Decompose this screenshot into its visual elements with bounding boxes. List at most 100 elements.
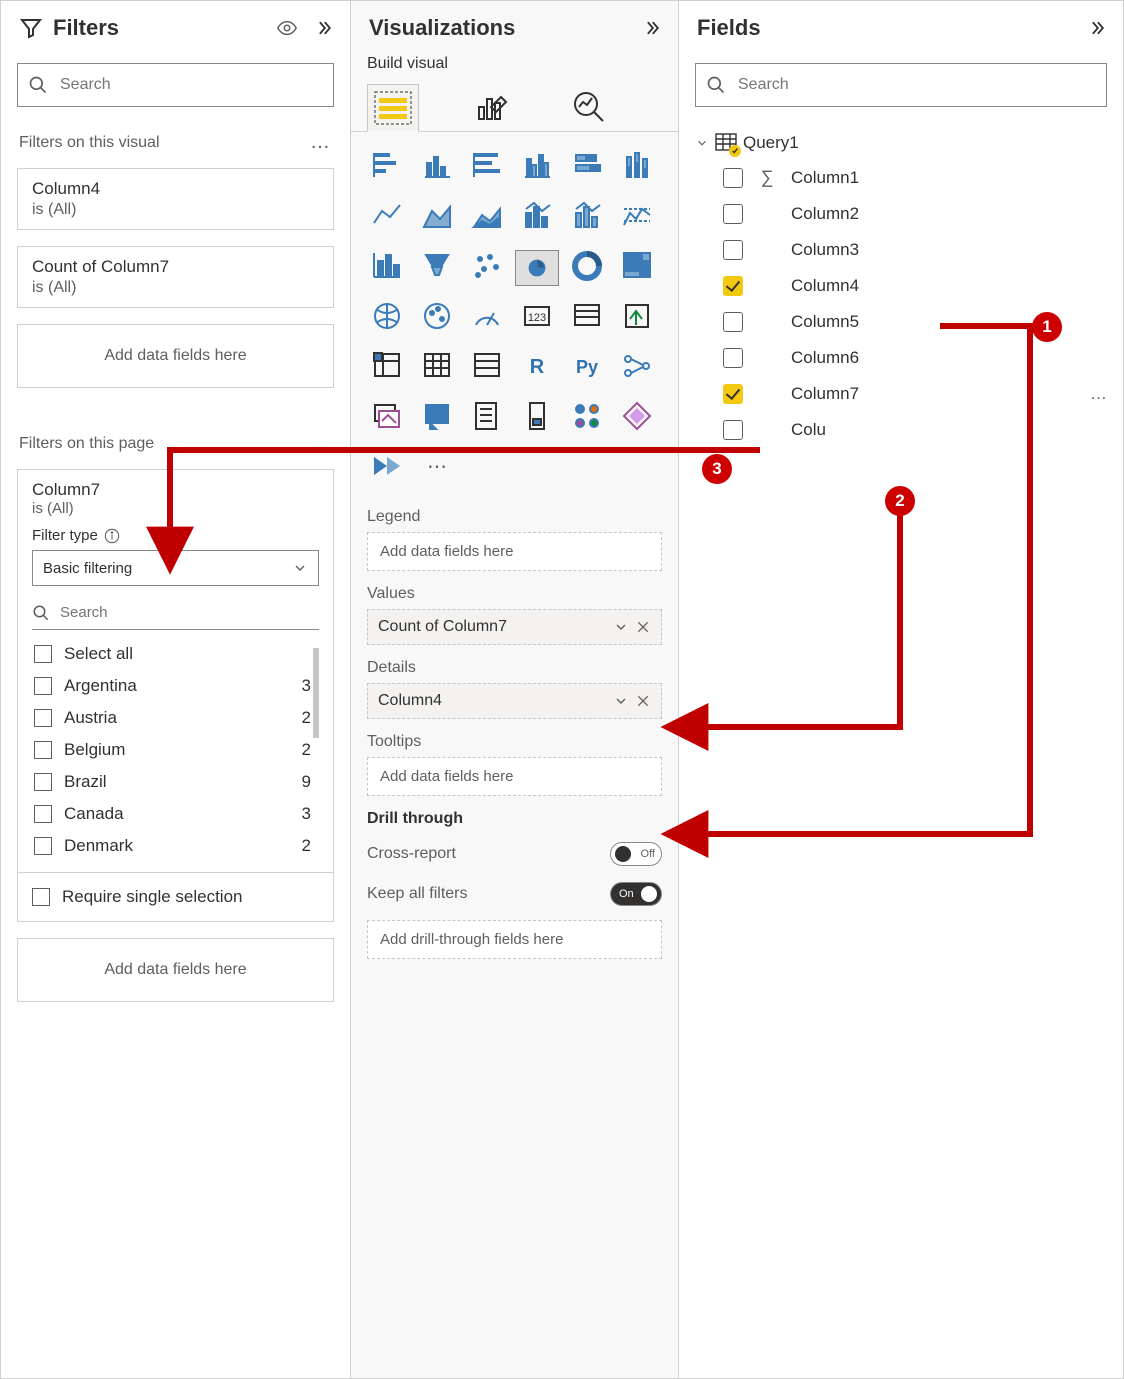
checkbox[interactable] [34,805,52,823]
filter-card[interactable]: Count of Column7 is (All) [17,246,334,308]
checkbox[interactable] [34,645,52,663]
viz-tab-analytics[interactable] [563,83,615,131]
field-row[interactable]: Column2 [693,196,1109,232]
viz-type-icon[interactable] [465,244,509,288]
filter-type-select[interactable]: Basic filtering [32,550,319,586]
filter-option-row[interactable]: Canada3 [32,798,319,830]
close-icon[interactable] [635,619,651,635]
close-icon[interactable] [635,693,651,709]
viz-type-icon[interactable] [565,244,609,288]
filter-option-row[interactable]: Austria2 [32,702,319,734]
viz-type-icon[interactable]: 123 [515,294,559,338]
checkbox[interactable] [34,741,52,759]
viz-type-icon[interactable] [365,244,409,288]
eye-icon[interactable] [276,17,298,39]
field-checkbox[interactable] [723,204,743,224]
viz-type-icon[interactable] [565,194,609,238]
field-row[interactable]: ∑Column1 [693,159,1109,196]
field-row[interactable]: Column3 [693,232,1109,268]
viz-type-icon[interactable] [565,294,609,338]
viz-type-icon[interactable] [565,144,609,188]
field-row[interactable]: Column5 [693,304,1109,340]
filter-options-list[interactable]: Select allArgentina3Austria2Belgium2Braz… [32,638,319,862]
viz-type-icon[interactable] [365,444,409,488]
chevron-down-icon[interactable] [613,619,629,635]
filter-card[interactable]: Column4 is (All) [17,168,334,230]
viz-type-icon[interactable] [365,394,409,438]
cross-report-toggle[interactable]: Off [610,842,662,866]
filter-options-search[interactable] [32,596,319,630]
viz-type-icon[interactable]: ⋯ [415,444,459,488]
filter-option-row[interactable]: Belgium2 [32,734,319,766]
keep-filters-toggle[interactable]: On [610,882,662,906]
require-single-checkbox[interactable] [32,888,50,906]
filter-option-row[interactable]: Brazil9 [32,766,319,798]
well-item-details[interactable]: Column4 [367,683,662,719]
field-row[interactable]: Colu [693,412,1109,448]
viz-type-icon[interactable] [615,294,659,338]
field-row[interactable]: Column6 [693,340,1109,376]
viz-type-icon[interactable] [615,144,659,188]
viz-type-icon[interactable] [515,394,559,438]
field-checkbox[interactable] [723,168,743,188]
viz-type-icon[interactable] [465,144,509,188]
viz-type-icon[interactable] [415,194,459,238]
viz-type-icon[interactable] [465,344,509,388]
viz-type-icon[interactable] [465,194,509,238]
viz-type-icon[interactable] [465,294,509,338]
viz-type-icon[interactable] [515,250,559,286]
well-item-values[interactable]: Count of Column7 [367,609,662,645]
page-filter-card[interactable]: Column7 is (All) Filter type Basic filte… [17,469,334,922]
well-drop-drillthrough[interactable]: Add drill-through fields here [367,920,662,959]
fields-search[interactable] [695,63,1107,107]
viz-type-icon[interactable] [465,394,509,438]
checkbox[interactable] [34,677,52,695]
field-checkbox[interactable] [723,420,743,440]
viz-type-icon[interactable] [565,394,609,438]
field-checkbox[interactable] [723,240,743,260]
add-data-fields-drop[interactable]: Add data fields here [17,324,334,388]
collapse-icon[interactable] [314,18,334,38]
viz-type-icon[interactable] [415,294,459,338]
checkbox[interactable] [34,837,52,855]
filters-search-input[interactable] [58,75,323,95]
more-icon[interactable]: … [1090,384,1107,404]
info-icon[interactable] [104,528,120,544]
viz-type-icon[interactable] [415,244,459,288]
viz-type-icon[interactable] [615,394,659,438]
viz-type-icon[interactable] [415,344,459,388]
collapse-icon[interactable] [1087,18,1107,38]
field-checkbox[interactable] [723,384,743,404]
viz-type-icon[interactable]: Py [565,344,609,388]
viz-type-icon[interactable] [365,344,409,388]
filter-option-row[interactable]: Select all [32,638,319,670]
chevron-down-icon[interactable] [613,693,629,709]
viz-type-icon[interactable] [415,144,459,188]
filter-option-row[interactable]: Argentina3 [32,670,319,702]
viz-type-icon[interactable] [615,244,659,288]
viz-type-icon[interactable]: R [515,344,559,388]
viz-tab-format[interactable] [465,83,517,131]
table-node[interactable]: Query1 [693,127,1109,159]
viz-tab-build[interactable] [367,84,419,132]
viz-type-icon[interactable] [365,294,409,338]
scrollbar-thumb[interactable] [313,648,319,738]
well-drop-legend[interactable]: Add data fields here [367,532,662,571]
field-checkbox[interactable] [723,312,743,332]
more-icon[interactable]: … [310,131,332,154]
well-drop-tooltips[interactable]: Add data fields here [367,757,662,796]
filters-search[interactable] [17,63,334,107]
collapse-icon[interactable] [642,18,662,38]
add-data-fields-drop[interactable]: Add data fields here [17,938,334,1002]
viz-type-icon[interactable] [515,194,559,238]
viz-type-icon[interactable] [615,344,659,388]
viz-type-icon[interactable] [615,194,659,238]
viz-type-icon[interactable] [515,144,559,188]
checkbox[interactable] [34,773,52,791]
checkbox[interactable] [34,709,52,727]
viz-type-icon[interactable] [365,144,409,188]
viz-type-icon[interactable] [415,394,459,438]
field-row[interactable]: Column7… [693,376,1109,412]
fields-search-input[interactable] [736,75,1096,95]
more-icon[interactable]: … [310,432,332,455]
